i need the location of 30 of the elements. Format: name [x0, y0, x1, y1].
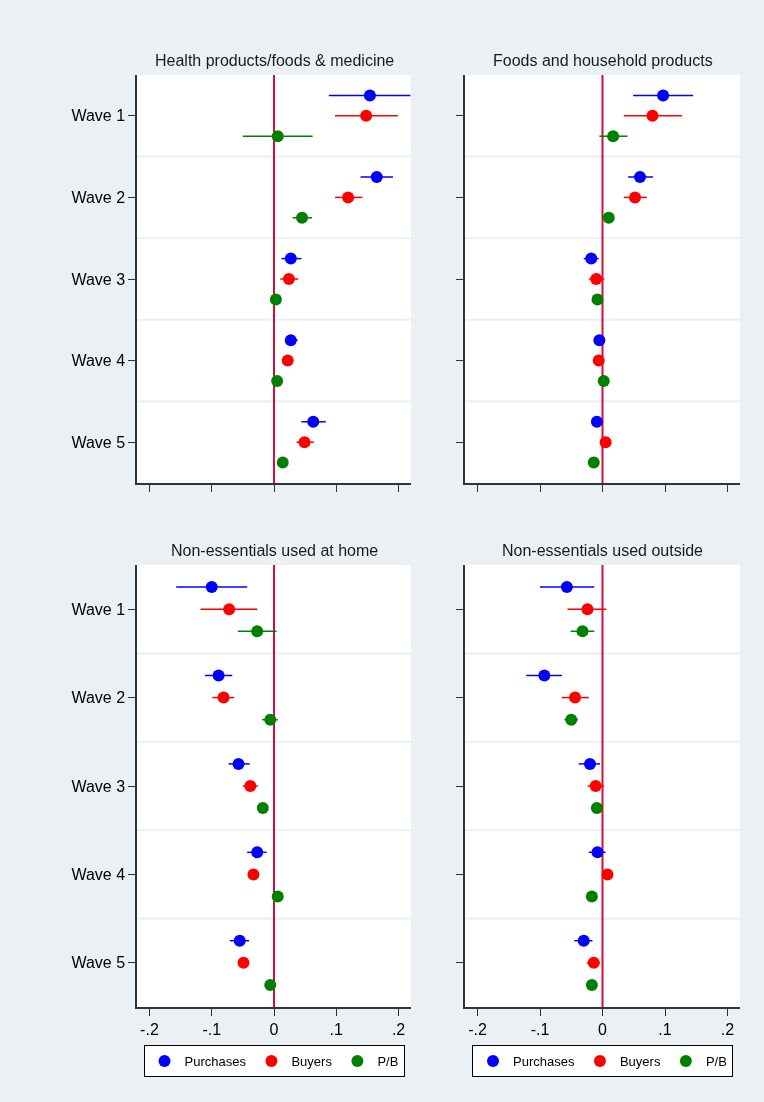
x-tick-label: -.1	[202, 1020, 222, 1038]
y-tick-label: Wave 4	[71, 352, 126, 370]
y-tick-label: Wave 3	[71, 777, 126, 795]
x-tick-label: .1	[658, 1020, 672, 1038]
x-tick-label: .1	[329, 1020, 344, 1038]
legend-label: Purchases	[513, 1054, 575, 1070]
y-tick-label: Wave 2	[71, 689, 126, 707]
chart-title: Non-essentials used at home	[171, 542, 379, 559]
x-tick-label: .2	[720, 1020, 735, 1038]
y-tick-label: Wave 3	[71, 270, 126, 288]
y-tick-label: Wave 1	[71, 600, 126, 618]
legend-label: Purchases	[184, 1054, 247, 1070]
y-tick-label: Wave 5	[71, 954, 126, 972]
x-tick-label: 0	[269, 1020, 279, 1038]
y-tick-label: Wave 1	[71, 107, 126, 125]
y-tick-label: Wave 4	[71, 866, 126, 883]
x-tick-label: -.2	[140, 1020, 159, 1038]
legend-label: Buyers	[291, 1054, 333, 1070]
chart-title: Foods and household products	[493, 52, 713, 69]
x-tick-label: -.2	[468, 1020, 487, 1038]
x-tick-label: 0	[598, 1020, 608, 1038]
y-tick-label: Wave 5	[71, 433, 126, 451]
x-tick-label: .2	[391, 1020, 406, 1038]
x-tick-label: -.1	[530, 1020, 550, 1038]
chart-title: Health products/foods & medicine	[155, 52, 395, 69]
legend-label: P/B	[705, 1054, 727, 1070]
y-tick-label: Wave 2	[71, 189, 126, 206]
chart-title: Non-essentials used outside	[502, 542, 704, 559]
legend-label: Buyers	[619, 1054, 661, 1070]
legend-label: P/B	[377, 1054, 399, 1070]
